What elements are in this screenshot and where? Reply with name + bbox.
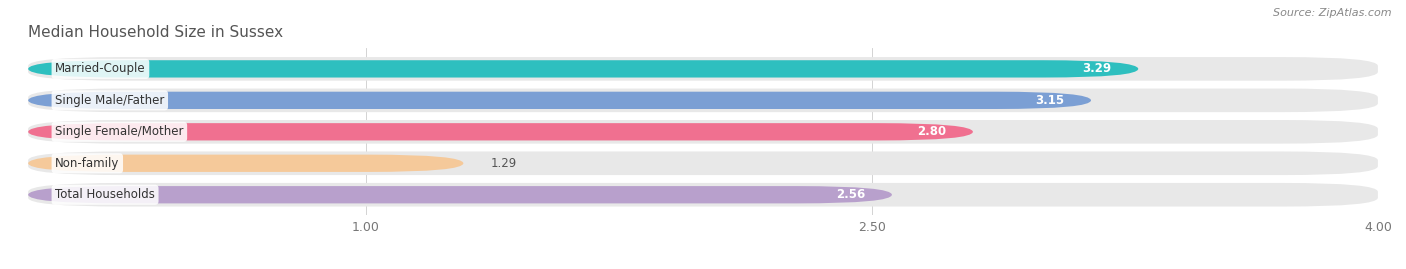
Text: 3.29: 3.29 xyxy=(1083,62,1111,75)
Text: Total Households: Total Households xyxy=(55,188,155,201)
FancyBboxPatch shape xyxy=(28,186,891,203)
FancyBboxPatch shape xyxy=(28,92,1091,109)
Text: Non-family: Non-family xyxy=(55,157,120,170)
Text: 1.29: 1.29 xyxy=(491,157,516,170)
FancyBboxPatch shape xyxy=(28,123,973,140)
FancyBboxPatch shape xyxy=(28,120,1378,144)
Text: 2.56: 2.56 xyxy=(835,188,865,201)
Text: Median Household Size in Sussex: Median Household Size in Sussex xyxy=(28,25,283,40)
FancyBboxPatch shape xyxy=(28,60,1139,77)
FancyBboxPatch shape xyxy=(28,183,1378,207)
FancyBboxPatch shape xyxy=(28,151,1378,175)
FancyBboxPatch shape xyxy=(28,57,1378,81)
FancyBboxPatch shape xyxy=(28,155,464,172)
Text: Married-Couple: Married-Couple xyxy=(55,62,146,75)
Text: Single Female/Mother: Single Female/Mother xyxy=(55,125,184,138)
Text: 3.15: 3.15 xyxy=(1035,94,1064,107)
Text: 2.80: 2.80 xyxy=(917,125,946,138)
FancyBboxPatch shape xyxy=(28,89,1378,112)
Text: Single Male/Father: Single Male/Father xyxy=(55,94,165,107)
Text: Source: ZipAtlas.com: Source: ZipAtlas.com xyxy=(1274,8,1392,18)
